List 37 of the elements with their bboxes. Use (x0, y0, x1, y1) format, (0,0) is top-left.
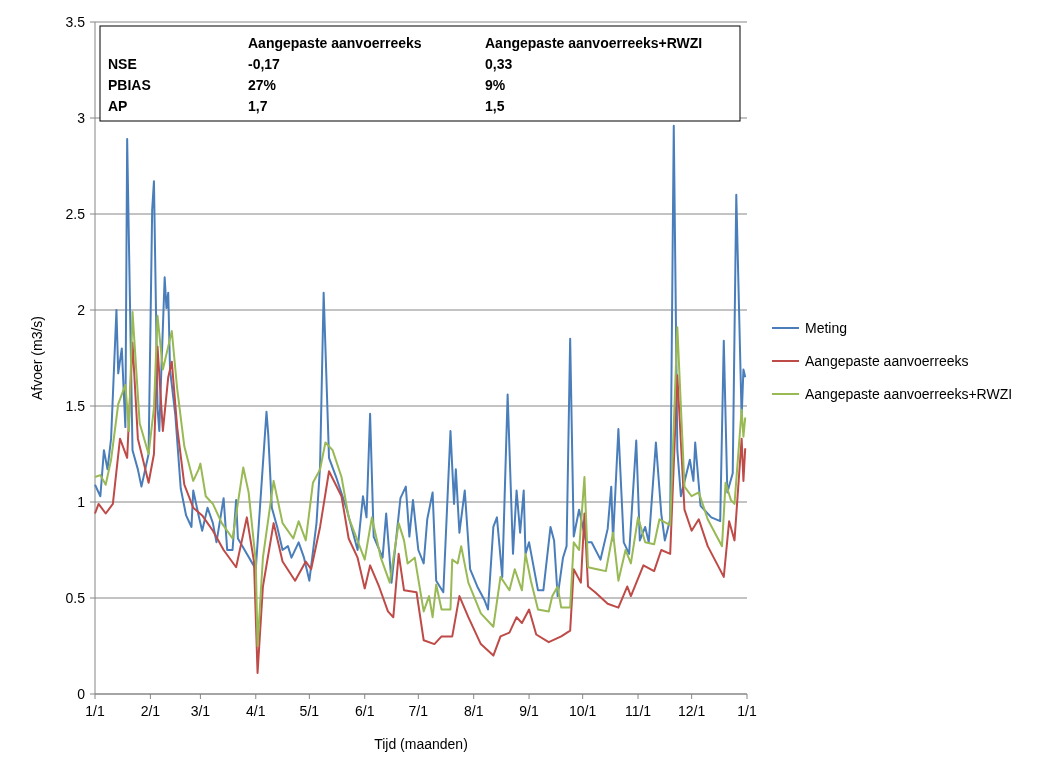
annotation: Aangepaste aanvoerreeks+RWZI (485, 35, 703, 51)
y-tick-label: 0 (77, 685, 86, 702)
annotation: NSE (108, 56, 137, 72)
annotation: Aangepaste aanvoerreeks (248, 35, 422, 51)
annotation: 0,33 (485, 56, 513, 72)
y-tick-label: 2.5 (65, 205, 86, 222)
x-tick-label: 1/1 (737, 703, 757, 719)
x-tick-label: 10/1 (569, 703, 597, 719)
legend-label: Aangepaste aanvoerreeks (805, 352, 969, 369)
x-tick-label: 11/1 (624, 703, 652, 719)
x-tick-label: 4/1 (246, 703, 266, 719)
annotation: 1,5 (485, 98, 505, 114)
annotation: 27% (248, 77, 277, 93)
x-tick-label: 5/1 (299, 703, 320, 719)
x-axis-title: Tijd (maanden) (374, 736, 468, 752)
annotation: PBIAS (108, 77, 151, 93)
x-tick-label: 1/1 (85, 703, 105, 719)
x-tick-label: 12/1 (678, 703, 706, 719)
annotation: AP (108, 98, 128, 114)
y-tick-label: 3 (77, 109, 86, 126)
y-axis-title: Afvoer (m3/s) (29, 315, 45, 401)
x-tick-label: 7/1 (408, 703, 429, 719)
x-tick-label: 6/1 (355, 703, 375, 719)
annotation: 9% (485, 77, 506, 93)
x-tick-label: 9/1 (519, 703, 540, 719)
y-tick-label: 1.5 (65, 397, 86, 414)
y-tick-label: 3.5 (65, 13, 86, 30)
x-tick-label: 8/1 (463, 703, 484, 719)
legend-label: Aangepaste aanvoerreeks+RWZI (805, 385, 1013, 402)
y-tick-label: 1 (77, 493, 86, 510)
legend-label: Meting (805, 319, 848, 336)
x-tick-label: 2/1 (140, 703, 161, 719)
annotation: -0,17 (248, 56, 281, 72)
annotation: 1,7 (248, 98, 268, 114)
y-tick-label: 2 (77, 301, 86, 318)
x-tick-label: 3/1 (190, 703, 211, 719)
y-tick-label: 0.5 (65, 589, 86, 606)
